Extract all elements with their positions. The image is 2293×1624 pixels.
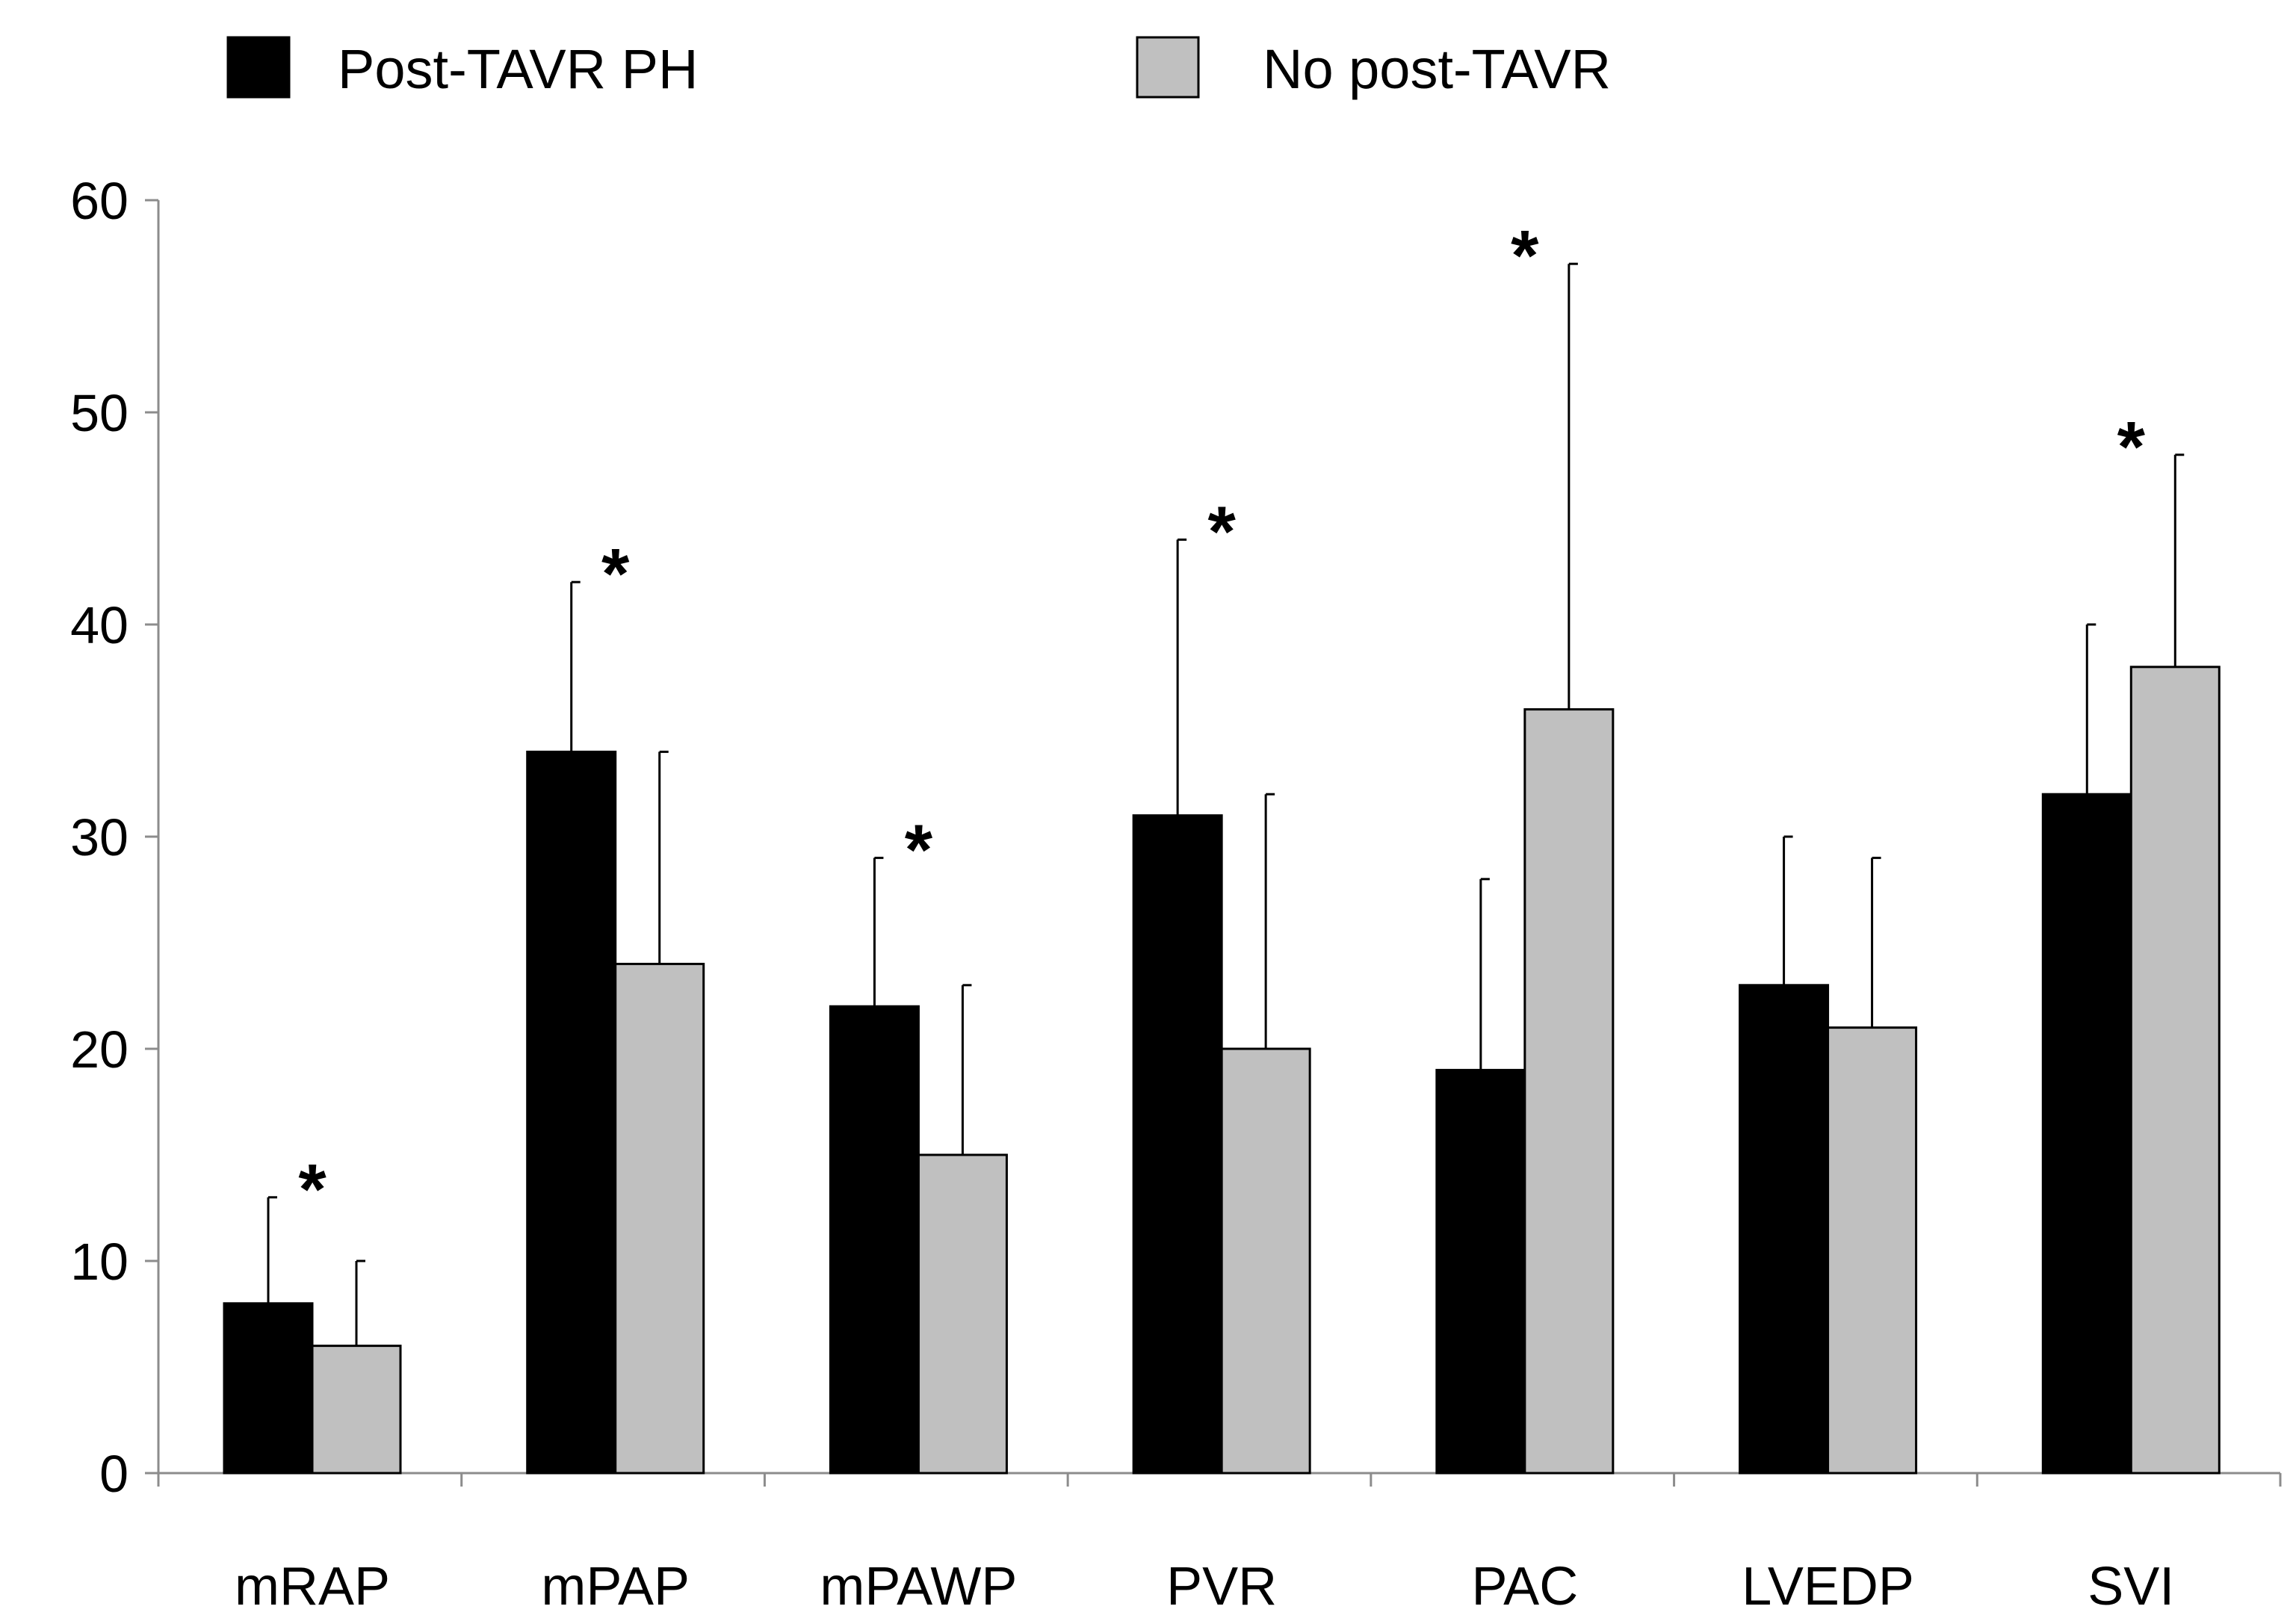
bar [917, 1153, 1008, 1475]
x-category-label: SVI [2088, 1557, 2174, 1617]
x-category-label: PVR [1166, 1557, 1277, 1617]
significance-marker: * [905, 810, 933, 890]
significance-marker: * [298, 1150, 327, 1230]
bars [223, 666, 2221, 1475]
legend-swatch [1136, 36, 1200, 99]
legend-label: Post-TAVR PH [338, 38, 698, 100]
bar [1739, 984, 1830, 1475]
legend: Post-TAVR PH No post-TAVR [226, 36, 1611, 100]
bar [1523, 708, 1615, 1475]
significance-markers: * * * * * * [298, 216, 2145, 1230]
y-tick-label: 10 [70, 1233, 129, 1291]
significance-marker: * [601, 534, 630, 614]
bar [1132, 814, 1223, 1475]
x-category-labels: mRAP mPAP mPAWP PVR PAC LVEDP SVI [235, 1557, 2174, 1617]
significance-marker: * [1207, 492, 1236, 571]
bar [1827, 1026, 1918, 1475]
y-tick-label: 0 [99, 1445, 129, 1503]
bar [2129, 666, 2221, 1475]
bar [1435, 1068, 1526, 1475]
bar [614, 962, 705, 1475]
x-category-label: mRAP [235, 1557, 390, 1617]
bar [526, 750, 617, 1475]
bar [223, 1302, 314, 1475]
error-bars [267, 262, 2185, 1346]
bar [2041, 793, 2132, 1475]
legend-swatch [226, 36, 291, 99]
x-category-label: LVEDP [1742, 1557, 1914, 1617]
y-tick-label: 40 [70, 596, 129, 654]
y-tick-label: 60 [70, 172, 129, 230]
bar [311, 1345, 402, 1475]
x-category-label: mPAP [541, 1557, 690, 1617]
bar [1220, 1047, 1311, 1475]
significance-marker: * [1511, 216, 1539, 296]
x-category-label: mPAWP [820, 1557, 1017, 1617]
x-category-label: PAC [1472, 1557, 1579, 1617]
legend-label: No post-TAVR [1263, 38, 1611, 100]
y-tick-label: 50 [70, 384, 129, 442]
y-tick-label: 30 [70, 808, 129, 867]
bar [829, 1005, 920, 1475]
y-tick-labels: 0 10 20 30 40 50 60 [70, 172, 129, 1503]
significance-marker: * [2117, 407, 2146, 487]
y-tick-label: 20 [70, 1020, 129, 1079]
